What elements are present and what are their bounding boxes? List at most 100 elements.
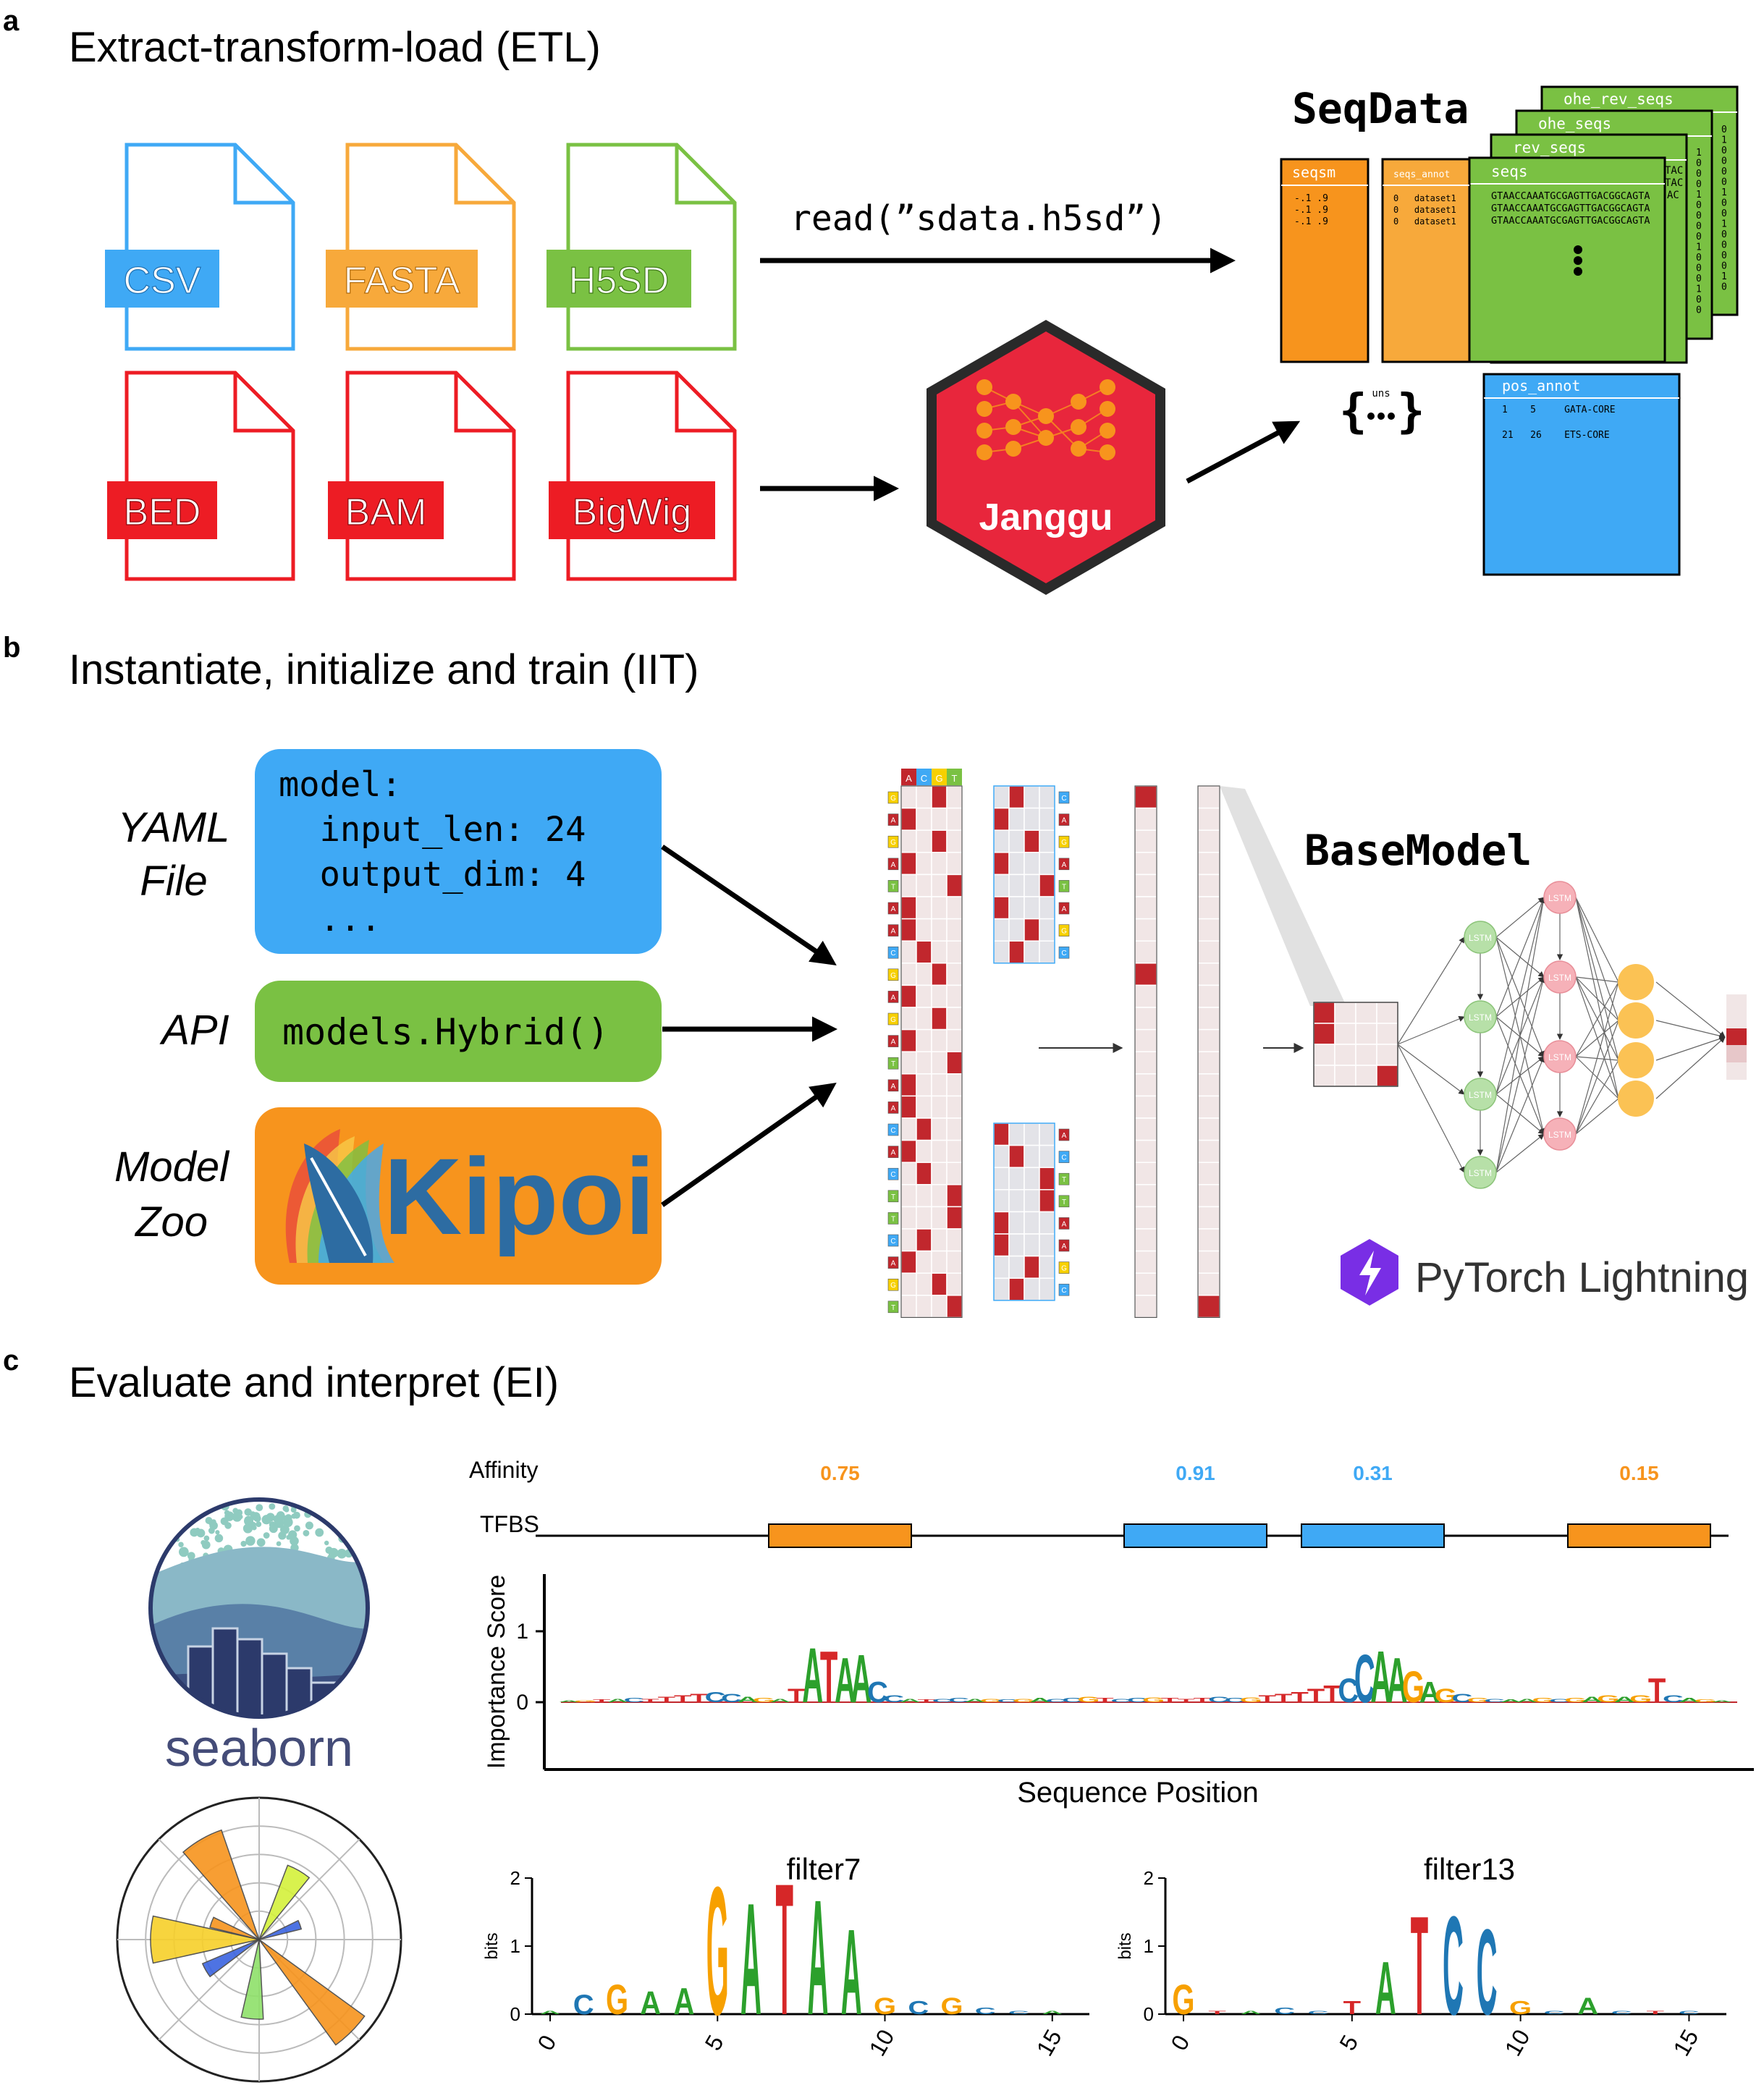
importance-letter: C (1451, 1692, 1472, 1705)
api-label: API (159, 1007, 229, 1054)
filter-cell (1024, 829, 1040, 853)
ohe-rev-digit: 0 (1721, 145, 1727, 156)
base-badge (887, 1035, 899, 1047)
motif-letter: C (1544, 2010, 1565, 2015)
filter-cell (1024, 1233, 1040, 1257)
lstm-node (1543, 1040, 1577, 1073)
pooled-cell (1334, 1002, 1356, 1024)
filter-cell (1039, 785, 1055, 809)
pooled-cell (1376, 1002, 1398, 1024)
edge (1575, 976, 1619, 983)
filter-cell (1008, 807, 1025, 831)
importance-letter: T (1323, 1680, 1341, 1707)
motif-letter: G (1172, 1976, 1194, 2024)
base-badge-label: G (890, 795, 896, 803)
motif-letter: G (940, 1993, 963, 2020)
importance-letter: A (965, 1698, 986, 1704)
base-badge-label: A (891, 905, 896, 913)
filter-cell (993, 1233, 1010, 1257)
base-badge (887, 880, 899, 892)
onehot-cell (931, 963, 948, 986)
file-icon-fasta: FASTA (326, 143, 516, 351)
seqs-annot-row-2: 0 dataset1 (1393, 205, 1456, 215)
filter-cell (1039, 918, 1055, 942)
polar-wedge (258, 1864, 311, 1940)
filter-cell (1039, 1277, 1055, 1301)
motif-letter: A (1375, 1946, 1396, 2030)
activation2-cell (1197, 1073, 1220, 1097)
lstm-node (1464, 1000, 1497, 1033)
lstm-node (1543, 881, 1577, 914)
filter-base-label: T (1062, 883, 1066, 891)
stack-label-ohe-rev-seqs: ohe_rev_seqs (1563, 90, 1674, 108)
filter-cell (993, 1189, 1010, 1213)
importance-letter: C (948, 1697, 969, 1704)
panel-c: c Evaluate and interpret (EI) (3, 1345, 1754, 2083)
base-badge (887, 835, 899, 848)
panel-a: a Extract-transform-load (ETL) CSV FASTA… (3, 5, 1739, 595)
seaborn-dot (284, 1514, 292, 1522)
tfbs-label: TFBS (480, 1511, 539, 1537)
motif-ytick-label: 2 (510, 1867, 520, 1889)
filter-cell (1039, 896, 1055, 920)
onehot-cell (946, 918, 963, 942)
base-badge-label: A (891, 1260, 896, 1268)
filter-cell (1039, 829, 1055, 853)
base-badge (887, 1234, 899, 1247)
activation-cell (1134, 1184, 1157, 1208)
onehot-cell (946, 1007, 963, 1031)
filter-cell (993, 852, 1010, 876)
filter-base-label: A (1062, 1220, 1067, 1228)
activation-cell (1134, 1073, 1157, 1097)
ohe-rev-digit: 0 (1721, 282, 1727, 293)
ohe-rev-digit: 0 (1721, 208, 1727, 219)
importance-letter: T (788, 1685, 806, 1707)
seaborn-dot (249, 1511, 256, 1518)
filter-base-badge (1058, 924, 1070, 936)
onehot-cell (931, 829, 948, 853)
importance-letter: A (900, 1698, 921, 1704)
api-code: models.Hybrid() (282, 1011, 609, 1053)
activation2-cell (1197, 1184, 1220, 1208)
ohe-rev-digit: 1 (1721, 271, 1727, 282)
ohe-rev-digit: 0 (1721, 250, 1727, 261)
seaborn-dot (178, 1542, 184, 1547)
importance-letter: A (1679, 1697, 1700, 1704)
seaborn-dot (228, 1513, 235, 1519)
seqsm-row-2: -.1 .9 (1294, 205, 1328, 216)
activation-cell (1134, 1028, 1157, 1052)
importance-xlabel: Sequence Position (1017, 1777, 1259, 1809)
seqs-annot-row-3: 0 dataset1 (1393, 216, 1456, 227)
importance-letter: A (1370, 1636, 1391, 1718)
pytorch-lightning-logo: PyTorch Lightning (1341, 1239, 1749, 1306)
importance-letter: C (1208, 1695, 1229, 1704)
seaborn-dot (188, 1504, 193, 1509)
edge (1575, 897, 1619, 1061)
filter-cell (1008, 1233, 1025, 1257)
importance-letter: T (1194, 1697, 1212, 1704)
seaborn-dot (328, 1551, 336, 1559)
file-label-fasta: FASTA (344, 260, 460, 302)
onehot-cell (900, 1007, 917, 1031)
seaborn-dot (166, 1516, 172, 1523)
pooled-cell (1313, 1002, 1335, 1024)
base-badge (887, 1123, 899, 1136)
onehot-cell (916, 829, 932, 853)
edge (1575, 897, 1619, 983)
motif-letter: G (874, 1993, 896, 2020)
filter-cell (1024, 807, 1040, 831)
zoo-label-1: Model (114, 1143, 230, 1191)
base-badge-label: A (891, 861, 896, 869)
seaborn-dot (319, 1508, 324, 1513)
filter-cell (1039, 807, 1055, 831)
seaborn-dot (205, 1517, 213, 1524)
lstm-node-label: LSTM (1469, 933, 1492, 943)
importance-letter: T (674, 1694, 691, 1704)
onehot-cell (946, 1228, 963, 1252)
seaborn-dot (265, 1515, 271, 1522)
base-badge (887, 1102, 899, 1114)
filter13-title: filter13 (1424, 1852, 1515, 1886)
